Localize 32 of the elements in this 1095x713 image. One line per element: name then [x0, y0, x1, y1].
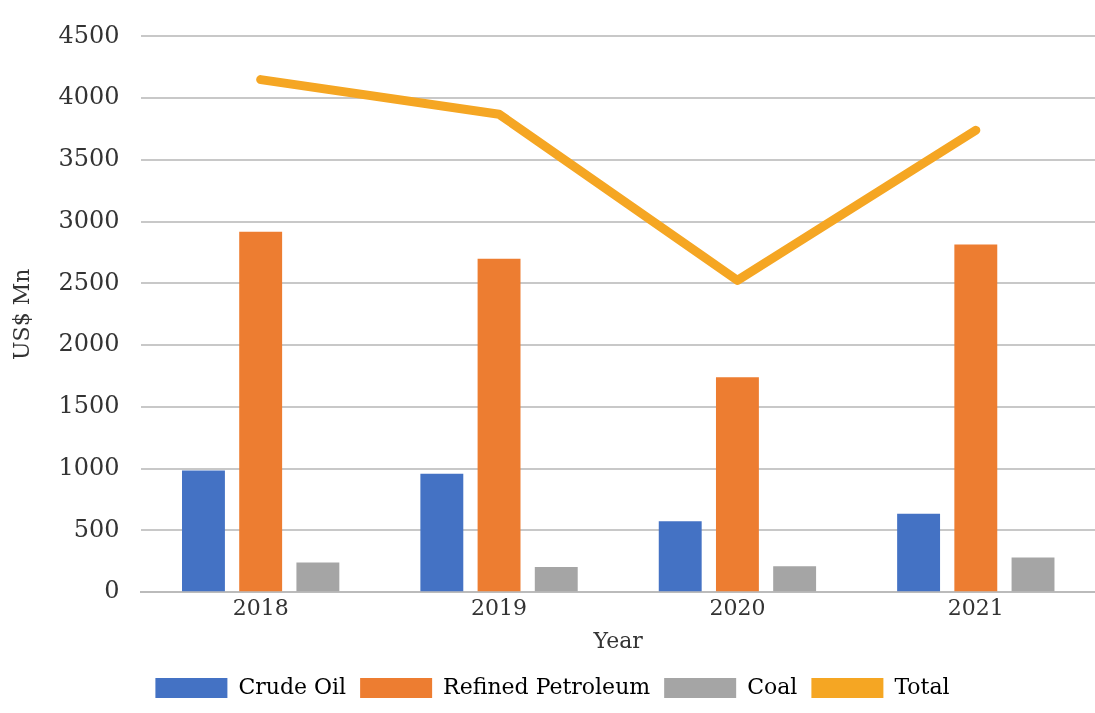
x-axis-title: Year — [592, 627, 644, 653]
y-tick-label: 500 — [73, 514, 120, 543]
y-tick-label: 1000 — [58, 452, 120, 481]
y-tick-label: 4000 — [58, 82, 120, 111]
y-axis-title: US$ Mn — [8, 268, 34, 360]
bar — [897, 513, 941, 592]
bar — [296, 562, 340, 592]
y-tick-label: 0 — [104, 576, 120, 605]
bar — [954, 244, 998, 592]
bar — [420, 473, 464, 592]
bar — [534, 566, 578, 592]
x-tick-label: 2021 — [947, 595, 1004, 621]
bar — [715, 377, 759, 592]
y-tick-label: 3000 — [58, 205, 120, 234]
y-tick-label: 4500 — [58, 20, 120, 49]
y-tick-label: 3500 — [58, 144, 120, 173]
y-tick-label: 1500 — [58, 391, 120, 420]
legend-label: Total — [894, 673, 950, 699]
bar — [1011, 557, 1055, 592]
x-tick-label: 2019 — [471, 595, 528, 621]
bar — [477, 258, 521, 592]
bar — [239, 231, 283, 592]
bar — [182, 470, 225, 592]
legend-label: Coal — [747, 673, 798, 699]
bar — [773, 566, 817, 592]
bar — [658, 521, 702, 592]
y-tick-label: 2000 — [58, 329, 120, 358]
x-tick-label: 2020 — [709, 595, 766, 621]
y-tick-label: 2500 — [58, 267, 120, 296]
legend-label: Refined Petroleum — [443, 673, 651, 699]
x-tick-label: 2018 — [232, 595, 289, 621]
legend-label: Crude Oil — [238, 673, 347, 699]
